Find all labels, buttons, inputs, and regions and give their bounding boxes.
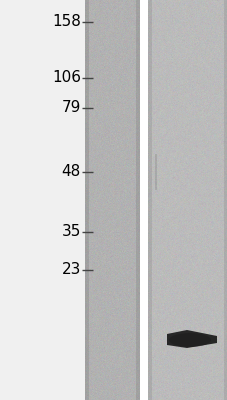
Text: 23: 23 bbox=[61, 262, 81, 278]
Bar bbox=[135, 0, 139, 400]
Text: 158: 158 bbox=[52, 14, 81, 30]
Text: 48: 48 bbox=[62, 164, 81, 180]
Bar bbox=[147, 0, 151, 400]
Bar bbox=[139, 0, 147, 400]
Bar bbox=[147, 0, 227, 400]
Bar bbox=[85, 0, 89, 400]
Text: 106: 106 bbox=[52, 70, 81, 86]
Text: 79: 79 bbox=[61, 100, 81, 116]
Bar bbox=[223, 0, 227, 400]
Ellipse shape bbox=[168, 333, 210, 347]
Bar bbox=[154, 154, 156, 190]
Text: 35: 35 bbox=[61, 224, 81, 240]
Polygon shape bbox=[166, 330, 216, 348]
Bar bbox=[85, 0, 139, 400]
